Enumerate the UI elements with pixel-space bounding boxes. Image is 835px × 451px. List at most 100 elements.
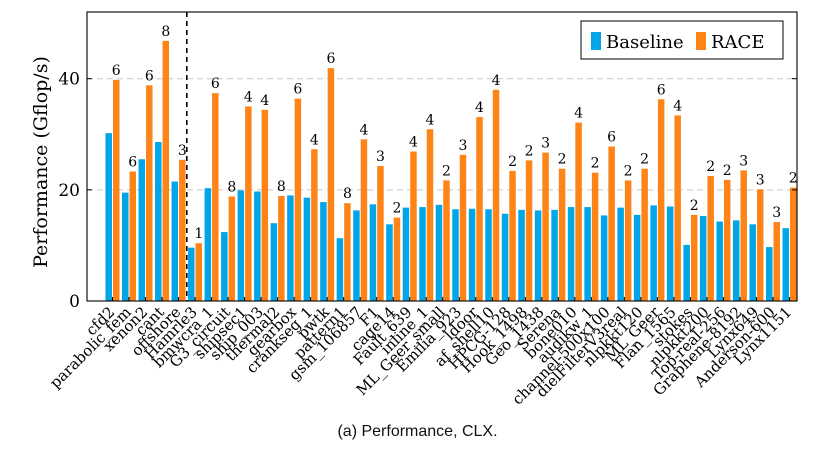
bar-annotation: 2	[690, 198, 699, 214]
plot-frame	[86, 11, 798, 302]
bar-baseline	[633, 214, 641, 301]
bar-race	[591, 172, 599, 301]
bar-baseline	[567, 207, 575, 301]
bar-annotation: 1	[194, 226, 203, 242]
bar-annotation: 2	[789, 171, 798, 187]
bar-annotation: 2	[624, 163, 633, 179]
bar-annotation: 6	[293, 82, 302, 98]
bar-baseline	[666, 206, 674, 301]
bar-annotation: 4	[310, 132, 319, 148]
figure-caption: (a) Performance, CLX.	[337, 423, 498, 440]
bar-race	[509, 170, 516, 301]
bar-race	[410, 151, 417, 301]
bar-baseline	[188, 247, 195, 301]
bar-baseline	[237, 190, 245, 301]
bar-race	[393, 217, 401, 301]
bar-annotation: 4	[359, 122, 368, 138]
bar-baseline	[320, 202, 327, 301]
bar-baseline	[765, 247, 773, 301]
bar-baseline	[518, 209, 525, 301]
y-axis: 0 20 40	[58, 70, 797, 312]
bar-race	[212, 93, 219, 302]
legend-label-baseline: Baseline	[606, 32, 684, 53]
bar-baseline	[105, 133, 112, 301]
bar-race	[740, 170, 747, 301]
bar-race	[723, 179, 731, 301]
bar-annotation: 8	[227, 180, 236, 196]
bar-race	[195, 243, 203, 301]
bar-baseline	[270, 223, 278, 301]
bar-baseline	[732, 220, 740, 301]
bar-race	[608, 146, 615, 301]
bar-race	[690, 214, 698, 301]
bar-annotation: 2	[706, 159, 715, 175]
bar-annotation: 2	[508, 154, 517, 170]
bar-baseline	[716, 221, 723, 301]
bar-annotation: 4	[673, 98, 682, 114]
bar-race	[261, 109, 269, 301]
bar-race	[674, 115, 681, 301]
bar-baseline	[155, 142, 162, 301]
y-axis-label: Performance (Gflop/s)	[30, 56, 52, 268]
bar-annotation: 6	[607, 129, 616, 145]
bar-race	[492, 89, 500, 301]
bar-annotation: 6	[145, 68, 154, 84]
y-tick-label: 20	[58, 181, 80, 201]
bar-baseline	[138, 159, 146, 301]
bar-race	[443, 180, 450, 301]
bar-race	[245, 106, 252, 301]
bar-race	[377, 165, 384, 301]
bar-race	[558, 168, 566, 301]
bar-baseline	[534, 210, 542, 301]
bar-annotation: 3	[459, 138, 468, 154]
bar-annotation: 2	[525, 143, 534, 159]
bar-annotation: 4	[409, 134, 418, 150]
bar-race	[146, 85, 153, 301]
legend-swatch-baseline	[591, 32, 601, 50]
bar-race	[707, 175, 714, 301]
bar-baseline	[749, 224, 756, 301]
bar-baseline	[551, 209, 558, 301]
bar-annotation: 3	[178, 143, 187, 159]
bar-baseline	[303, 197, 311, 301]
bar-annotation: 2	[442, 163, 451, 179]
legend-swatch-race	[696, 32, 706, 50]
bar-annotation: 4	[574, 106, 583, 122]
bar-baseline	[584, 207, 591, 301]
bar-baseline	[336, 238, 344, 301]
bar-baseline	[782, 228, 789, 301]
bar-annotation: 6	[112, 63, 121, 79]
x-tick-labels: cfd2parabolic_femxenon2cantoffshoreHamrl…	[46, 297, 795, 408]
bar-annotation: 4	[260, 93, 269, 109]
bar-annotation: 3	[772, 205, 781, 221]
bar-baseline	[221, 232, 228, 301]
bar-race	[344, 203, 351, 301]
bar-baseline	[254, 191, 261, 301]
bar-baseline	[485, 209, 492, 301]
bar-annotation: 8	[277, 179, 286, 195]
y-tick-label: 0	[69, 292, 80, 312]
legend-label-race: RACE	[711, 32, 764, 53]
bar-baseline	[435, 204, 443, 301]
bars	[105, 40, 797, 302]
bar-annotation: 4	[244, 89, 253, 105]
bar-baseline	[600, 215, 608, 301]
bar-annotation: 2	[591, 156, 600, 172]
bar-annotation: 6	[128, 155, 137, 171]
bar-baseline	[204, 188, 212, 301]
bar-race	[327, 68, 335, 301]
bar-race	[575, 122, 582, 301]
bar-baseline	[501, 213, 509, 301]
bar-baseline	[287, 195, 294, 301]
bar-race	[113, 79, 120, 301]
y-tick-label: 40	[58, 70, 80, 90]
bar-baseline	[171, 181, 179, 301]
bar-baseline	[617, 207, 624, 301]
bar-annotation: 2	[723, 163, 732, 179]
bar-annotation: 4	[426, 112, 435, 128]
bar-race	[294, 98, 302, 301]
bar-annotation: 6	[657, 82, 666, 98]
bar-race	[542, 152, 549, 301]
bar-baseline	[452, 209, 459, 301]
